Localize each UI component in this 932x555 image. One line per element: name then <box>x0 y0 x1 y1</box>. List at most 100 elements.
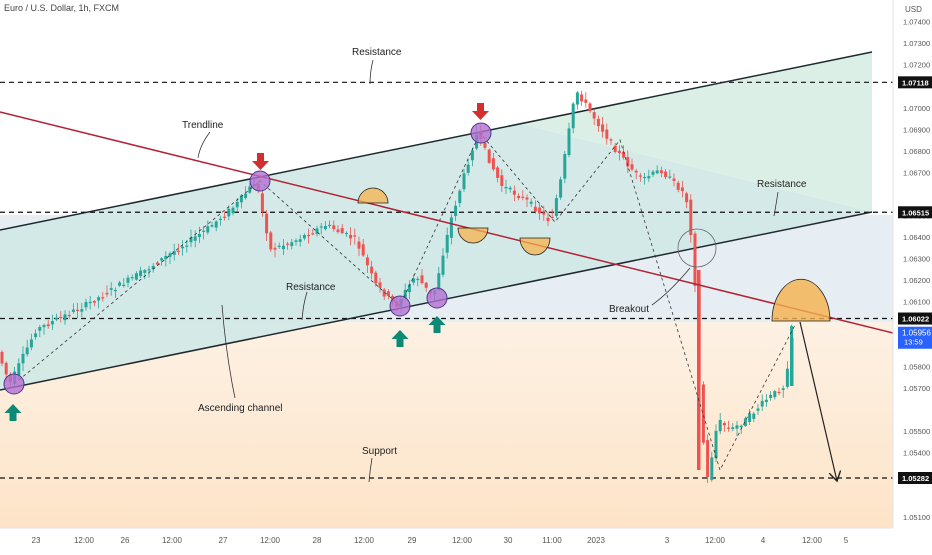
time-tick-label: 2023 <box>587 536 605 545</box>
candle-body <box>643 176 647 179</box>
candle-body <box>122 284 126 287</box>
candle-body <box>307 234 311 237</box>
signal-arrows <box>4 103 489 421</box>
candle-body <box>630 164 634 170</box>
price-tick-label: 1.07200 <box>903 61 930 70</box>
time-tick-label: 29 <box>408 536 417 545</box>
candle-body <box>218 218 222 220</box>
candle-body <box>601 124 605 132</box>
candle-body <box>80 309 84 312</box>
candle-body <box>172 251 176 255</box>
price-tick-label: 1.06300 <box>903 255 930 264</box>
candle-body <box>210 224 214 227</box>
candle-body <box>21 353 25 364</box>
up-arrow-icon <box>391 330 409 347</box>
candle-body <box>571 103 575 129</box>
candle-body <box>458 190 462 204</box>
candle-body <box>781 388 785 390</box>
candle-body <box>206 226 210 233</box>
candle-body <box>97 297 101 301</box>
time-tick-label: 28 <box>313 536 322 545</box>
candle-body <box>386 291 390 297</box>
time-tick-label: 5 <box>844 536 849 545</box>
time-tick-label: 12:00 <box>260 536 281 545</box>
candle-body <box>42 325 46 328</box>
candle-body <box>664 171 668 178</box>
candle-body <box>50 321 54 325</box>
price-label-text: 1.05282 <box>902 474 929 483</box>
candle-body <box>727 427 731 429</box>
candle-body <box>139 270 143 277</box>
candle-body <box>773 391 777 398</box>
time-tick-label: 12:00 <box>74 536 95 545</box>
candle-body <box>323 225 327 230</box>
candle-body <box>668 176 672 178</box>
candle-body <box>227 208 231 217</box>
candle-body <box>168 253 172 257</box>
time-axis-ticks: 23 12:00 26 12:00 27 12:00 28 12:00 29 12:00 30 11:… <box>32 536 849 545</box>
price-tick-label: 1.05100 <box>903 513 930 522</box>
price-label-box <box>898 312 932 325</box>
dome-4 <box>771 278 831 322</box>
candle-body <box>412 278 416 283</box>
trendline[interactable] <box>0 111 894 334</box>
current-price-badge: 1.05956 13:59 <box>898 326 932 349</box>
candle-body <box>735 425 739 429</box>
candle-body <box>706 440 710 478</box>
candle-body <box>508 187 512 190</box>
candle-body <box>659 170 663 174</box>
candle-body <box>697 270 701 470</box>
candle-body <box>25 347 29 355</box>
candle-body <box>748 413 752 423</box>
candle-body <box>731 427 735 430</box>
candle-body <box>281 245 285 250</box>
time-tick-label: 27 <box>219 536 228 545</box>
candle-body <box>752 413 756 419</box>
time-tick-label: 12:00 <box>452 536 473 545</box>
price-tick-label: 1.05500 <box>903 427 930 436</box>
price-tick-label: 1.06800 <box>903 147 930 156</box>
candle-body <box>336 229 340 233</box>
time-tick-label: 30 <box>504 536 513 545</box>
candle-body <box>357 241 361 249</box>
breakout-label: Breakout <box>609 304 649 315</box>
candle-body <box>370 266 374 274</box>
candle-body <box>689 199 693 236</box>
ascending-channel-label: Ascending channel <box>198 403 283 414</box>
candle-body <box>714 430 718 459</box>
candle-body <box>542 212 546 215</box>
candle-body <box>559 179 563 198</box>
candle-body <box>760 400 764 407</box>
candle-body <box>160 258 164 261</box>
candle-body <box>55 317 59 320</box>
annotations: Resistance Trendline Resistance Resistan… <box>182 47 807 457</box>
candle-body <box>437 273 441 290</box>
candle-body <box>580 94 584 102</box>
down-arrow-icon <box>252 153 269 170</box>
candle-body <box>273 247 277 250</box>
time-tick-label: 12:00 <box>162 536 183 545</box>
candle-body <box>290 242 294 247</box>
candle-body <box>298 239 302 242</box>
candle-body <box>231 207 235 214</box>
price-label-box <box>898 206 932 219</box>
candle-body <box>756 408 760 411</box>
candle-body <box>239 195 243 203</box>
candle-body <box>613 145 617 153</box>
candle-body <box>374 272 378 284</box>
candle-body <box>4 362 8 375</box>
candle-body <box>29 339 33 348</box>
candle-body <box>718 419 722 432</box>
candle-body <box>487 149 491 163</box>
current-price-countdown: 13:59 <box>904 338 923 347</box>
channel-fill <box>0 52 872 390</box>
candle-body <box>340 228 344 234</box>
breakout-circle <box>677 228 717 268</box>
candle-body <box>269 232 273 250</box>
resistance-right-label: Resistance <box>757 179 807 190</box>
candle-body <box>311 233 315 235</box>
channel-upper-line[interactable] <box>0 51 873 231</box>
up-arrow-icon <box>4 404 22 421</box>
candle-body <box>785 368 789 387</box>
